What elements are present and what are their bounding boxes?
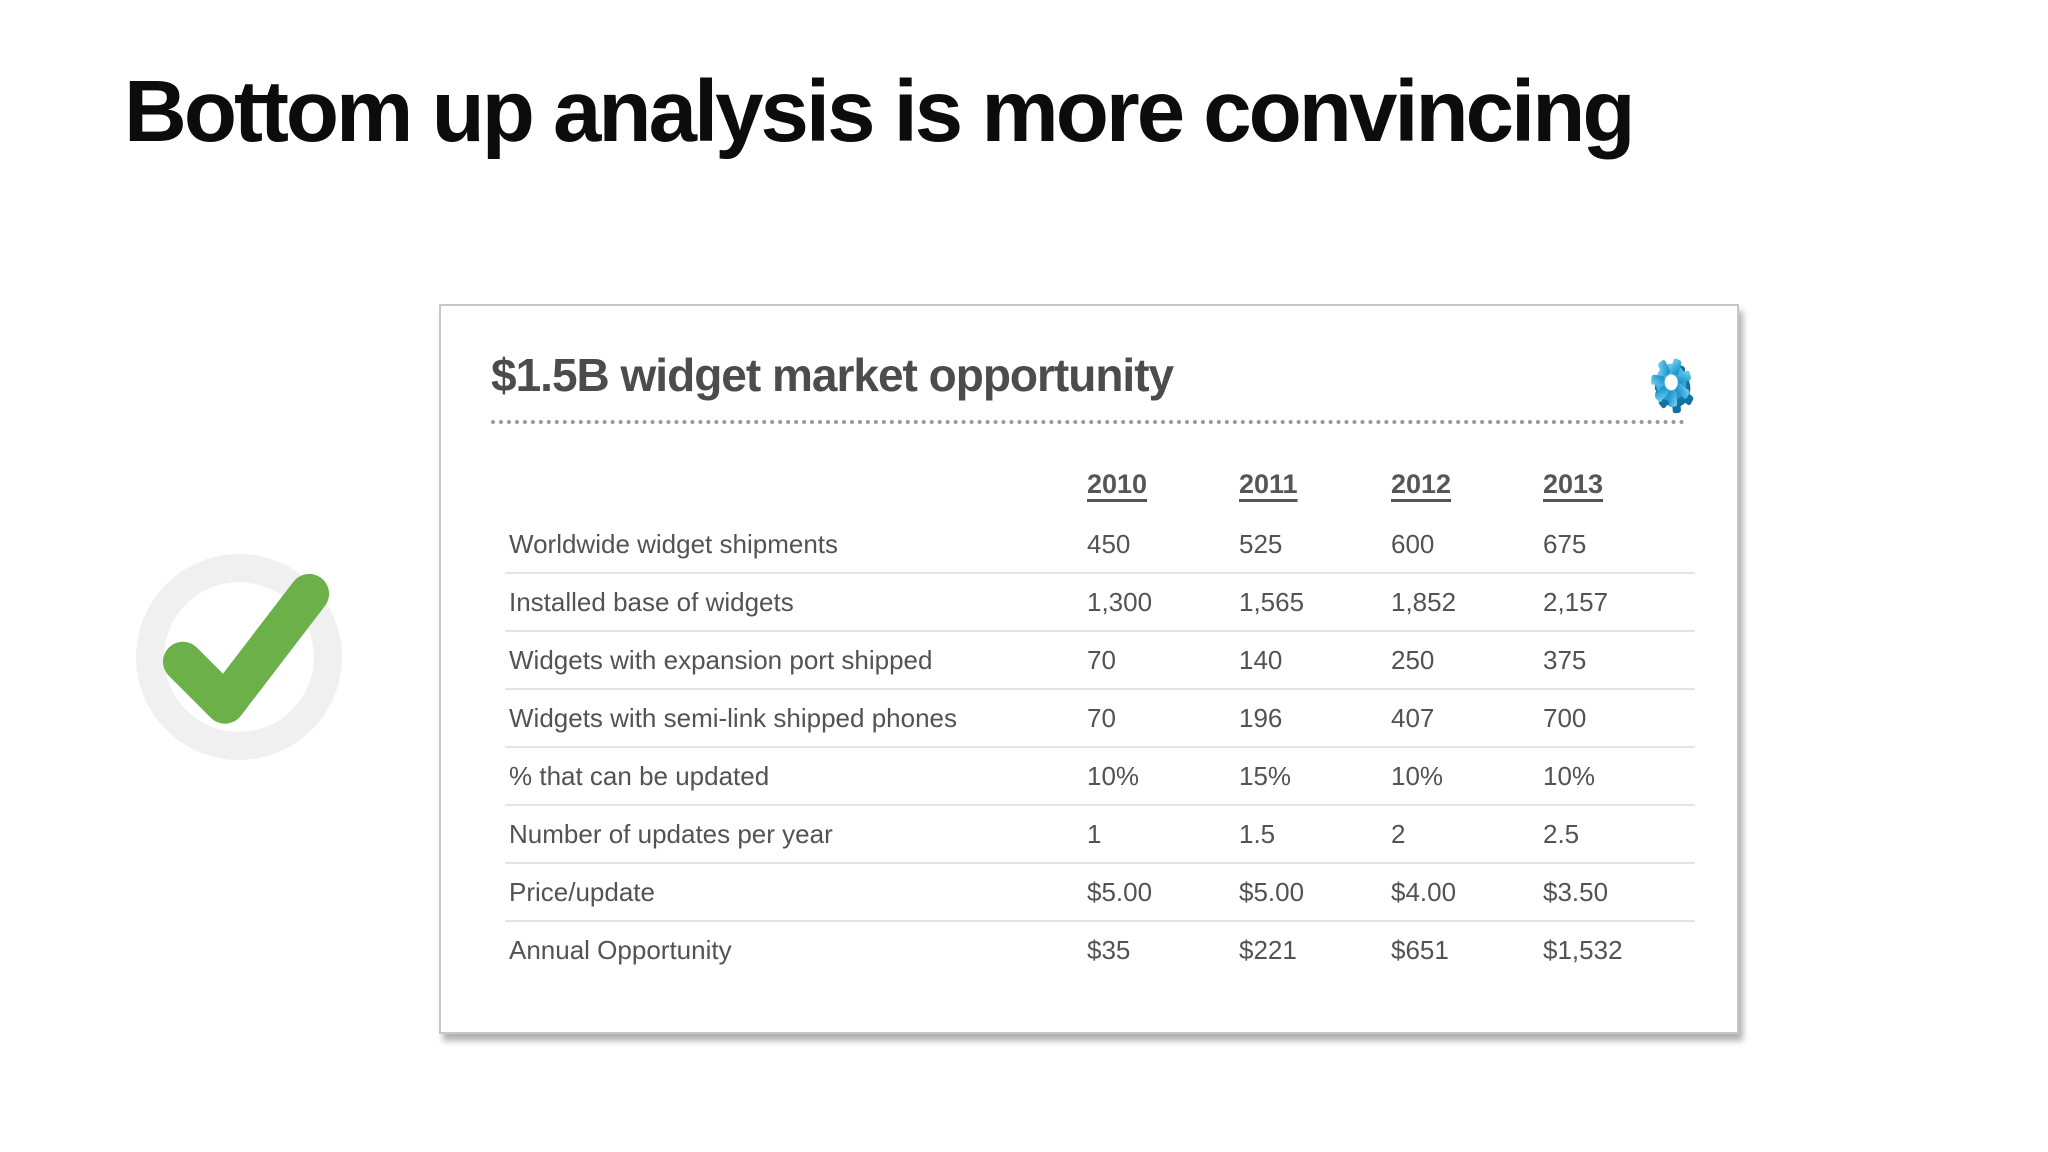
row-value: 407 — [1391, 689, 1543, 748]
table-row: Worldwide widget shipments 450 525 600 6… — [505, 516, 1695, 574]
table-row: Widgets with expansion port shipped 70 1… — [505, 631, 1695, 690]
row-value: 1,300 — [1087, 573, 1239, 632]
row-value: 10% — [1087, 747, 1239, 806]
row-label: Price/update — [505, 863, 1087, 922]
row-value: 196 — [1239, 689, 1391, 748]
dotted-divider — [491, 420, 1685, 424]
gear-depth-layer — [1651, 358, 1694, 414]
row-label: % that can be updated — [505, 747, 1087, 806]
table-row: Number of updates per year 1 1.5 2 2.5 — [505, 805, 1695, 864]
row-value: $3.50 — [1543, 863, 1695, 922]
table-row: % that can be updated 10% 15% 10% 10% — [505, 747, 1695, 806]
row-value: $1,532 — [1543, 934, 1623, 965]
gear-icon — [1641, 334, 1713, 428]
label-column-header — [505, 454, 1087, 516]
year-column-header: 2011 — [1239, 469, 1298, 499]
table-body: Worldwide widget shipments 450 525 600 6… — [505, 516, 1695, 978]
row-value: 1,852 — [1391, 573, 1543, 632]
table-header-row: 2010 2011 2012 2013 — [505, 454, 1695, 516]
row-value: 15% — [1239, 747, 1391, 806]
row-value: 1.5 — [1239, 805, 1391, 864]
table-row: Annual Opportunity $35 $221 $651 $1,532 — [505, 921, 1695, 978]
table-row: Widgets with semi-link shipped phones 70… — [505, 689, 1695, 748]
row-value: 700 — [1543, 689, 1695, 748]
check-icon — [122, 540, 356, 774]
row-value: 1 — [1087, 805, 1239, 864]
row-value: $4.00 — [1391, 863, 1543, 922]
gray-ring-icon — [136, 554, 342, 760]
row-value: $35 — [1087, 934, 1131, 965]
row-value: 2,157 — [1543, 573, 1695, 632]
row-value: 10% — [1391, 747, 1543, 806]
row-label: Number of updates per year — [505, 805, 1087, 864]
market-opportunity-card: $1.5B widget market opportunity — [439, 304, 1739, 1034]
opportunity-table: 2010 2011 2012 2013 Worldwide widget shi… — [505, 454, 1695, 978]
row-value: 70 — [1087, 689, 1239, 748]
row-value: $5.00 — [1239, 863, 1391, 922]
row-value: 2.5 — [1543, 805, 1695, 864]
row-value: 70 — [1087, 631, 1239, 690]
table-container: 2010 2011 2012 2013 Worldwide widget shi… — [505, 454, 1695, 978]
row-value: 2 — [1391, 805, 1543, 864]
year-column-header: 2010 — [1087, 469, 1148, 499]
row-label: Worldwide widget shipments — [505, 516, 1087, 574]
row-value: 600 — [1391, 516, 1543, 574]
row-value: $651 — [1391, 934, 1449, 965]
table-row: Installed base of widgets 1,300 1,565 1,… — [505, 573, 1695, 632]
row-value: 250 — [1391, 631, 1543, 690]
row-value: 140 — [1239, 631, 1391, 690]
card-title: $1.5B widget market opportunity — [491, 349, 1174, 401]
row-value: 525 — [1239, 516, 1391, 574]
row-value: $221 — [1239, 934, 1297, 965]
row-label: Annual Opportunity — [509, 934, 732, 965]
row-value: $5.00 — [1087, 863, 1239, 922]
row-value: 675 — [1543, 516, 1695, 574]
slide-title: Bottom up analysis is more convincing — [124, 63, 1635, 160]
table-row: Price/update $5.00 $5.00 $4.00 $3.50 — [505, 863, 1695, 922]
row-value: 1,565 — [1239, 573, 1391, 632]
row-value: 375 — [1543, 631, 1695, 690]
year-column-header: 2012 — [1391, 469, 1452, 499]
green-check-icon — [162, 573, 330, 724]
row-label: Installed base of widgets — [505, 573, 1087, 632]
row-label: Widgets with semi-link shipped phones — [505, 689, 1087, 748]
row-label: Widgets with expansion port shipped — [505, 631, 1087, 690]
row-value: 10% — [1543, 747, 1695, 806]
year-column-header: 2013 — [1543, 469, 1604, 499]
row-value: 450 — [1087, 516, 1239, 574]
